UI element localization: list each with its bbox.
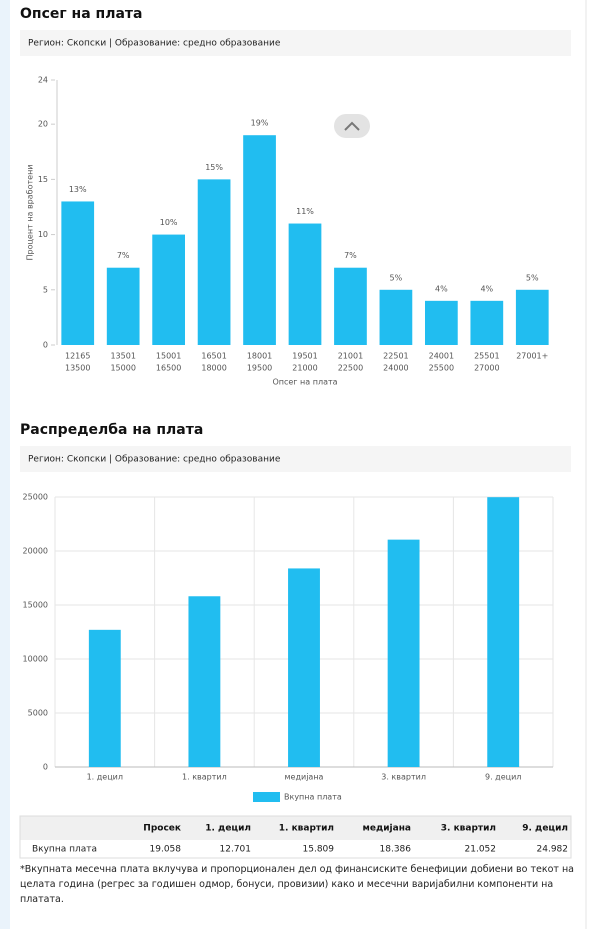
bar bbox=[288, 223, 322, 345]
table-header: Просек bbox=[143, 824, 181, 834]
table-header: 1. децил bbox=[205, 824, 251, 834]
x-tick-label: 9. децил bbox=[485, 773, 521, 782]
value-label: 19% bbox=[251, 119, 269, 128]
value-label: 7% bbox=[117, 251, 130, 260]
value-label: 4% bbox=[435, 284, 448, 293]
y-tick-label: 20000 bbox=[23, 547, 48, 556]
scroll-up-button[interactable] bbox=[334, 114, 370, 138]
x-tick-label: 18001 bbox=[247, 352, 272, 361]
bar bbox=[379, 289, 413, 345]
chart-subtitle: Регион: Скопски | Образование: средно об… bbox=[28, 39, 281, 49]
x-tick-label: 22500 bbox=[338, 364, 363, 373]
x-tick-label: 1. децил bbox=[87, 773, 123, 782]
y-tick-label: 10000 bbox=[23, 655, 48, 664]
y-tick-label: 5 bbox=[43, 285, 48, 294]
table-cell: 15.809 bbox=[303, 845, 335, 855]
value-label: 5% bbox=[526, 273, 539, 282]
bar bbox=[487, 497, 520, 767]
bar bbox=[387, 539, 420, 767]
table-header: 3. квартил bbox=[441, 824, 496, 834]
y-tick-label: 24 bbox=[38, 76, 48, 85]
x-tick-label: 15000 bbox=[110, 364, 135, 373]
x-tick-label: 1. квартил bbox=[182, 773, 227, 782]
table-cell: 18.386 bbox=[380, 845, 412, 855]
x-tick-label: 13501 bbox=[110, 352, 135, 361]
table-cell: Вкупна плата bbox=[32, 845, 97, 855]
y-tick-label: 15 bbox=[38, 175, 48, 184]
x-tick-label: 24000 bbox=[383, 364, 408, 373]
x-tick-label: 21000 bbox=[292, 364, 317, 373]
x-tick-label: 25501 bbox=[474, 352, 499, 361]
table-cell: 21.052 bbox=[465, 845, 497, 855]
value-label: 15% bbox=[205, 163, 223, 172]
x-tick-label: медијана bbox=[285, 773, 324, 782]
x-tick-label: 13500 bbox=[65, 364, 90, 373]
table-header: 9. децил bbox=[522, 824, 568, 834]
bar bbox=[243, 135, 276, 345]
table-header: 1. квартил bbox=[279, 824, 334, 834]
y-tick-label: 10 bbox=[38, 230, 48, 239]
chart-subtitle: Регион: Скопски | Образование: средно об… bbox=[28, 455, 281, 465]
y-axis-label: Процент на вработени bbox=[26, 165, 35, 261]
x-tick-label: 3. квартил bbox=[381, 773, 426, 782]
bar bbox=[61, 201, 95, 345]
x-tick-label: 19500 bbox=[247, 364, 272, 373]
bar bbox=[197, 179, 231, 345]
x-tick-label: 12165 bbox=[65, 352, 90, 361]
table-border bbox=[19, 815, 572, 859]
y-tick-label: 20 bbox=[38, 120, 48, 129]
x-tick-label: 27000 bbox=[474, 364, 499, 373]
legend-label: Вкупна плата bbox=[284, 793, 342, 802]
x-tick-label: 15001 bbox=[156, 352, 181, 361]
table-cell: 12.701 bbox=[220, 845, 252, 855]
value-label: 11% bbox=[296, 207, 314, 216]
table-cell: 24.982 bbox=[537, 845, 569, 855]
chart-title: Распределба на плата bbox=[20, 422, 203, 438]
bar bbox=[188, 596, 221, 767]
y-tick-label: 0 bbox=[43, 341, 48, 350]
subtitle-box bbox=[20, 30, 571, 56]
x-tick-label: 27001+ bbox=[516, 352, 548, 361]
value-label: 4% bbox=[480, 284, 493, 293]
value-label: 10% bbox=[160, 218, 178, 227]
value-label: 13% bbox=[69, 185, 87, 194]
value-label: 7% bbox=[344, 251, 357, 260]
subtitle-box bbox=[20, 446, 571, 472]
bar bbox=[334, 267, 367, 345]
x-axis-label: Опсег на плата bbox=[272, 378, 337, 387]
x-tick-label: 22501 bbox=[383, 352, 408, 361]
y-tick-label: 5000 bbox=[28, 709, 48, 718]
legend-swatch bbox=[253, 792, 280, 802]
x-tick-label: 25500 bbox=[429, 364, 454, 373]
bar bbox=[106, 267, 140, 345]
y-tick-label: 25000 bbox=[23, 493, 48, 502]
bar bbox=[152, 234, 185, 345]
x-tick-label: 18000 bbox=[201, 364, 226, 373]
chart-title: Опсег на плата bbox=[20, 6, 143, 22]
table-header-bg bbox=[20, 816, 571, 840]
bar bbox=[515, 289, 549, 345]
bar bbox=[288, 568, 320, 767]
footnote: *Вкупната месечна плата вклучува и пропо… bbox=[20, 864, 574, 905]
x-tick-label: 19501 bbox=[292, 352, 317, 361]
x-tick-label: 24001 bbox=[429, 352, 454, 361]
y-tick-label: 15000 bbox=[23, 601, 48, 610]
table-cell: 19.058 bbox=[150, 845, 182, 855]
bar bbox=[88, 629, 121, 767]
table-header: медијана bbox=[363, 823, 412, 834]
side-strip bbox=[0, 0, 10, 929]
x-tick-label: 16501 bbox=[201, 352, 226, 361]
y-tick-label: 0 bbox=[43, 763, 48, 772]
x-tick-label: 16500 bbox=[156, 364, 181, 373]
bar bbox=[470, 300, 504, 345]
value-label: 5% bbox=[390, 273, 403, 282]
x-tick-label: 21001 bbox=[338, 352, 363, 361]
bar bbox=[425, 300, 458, 345]
